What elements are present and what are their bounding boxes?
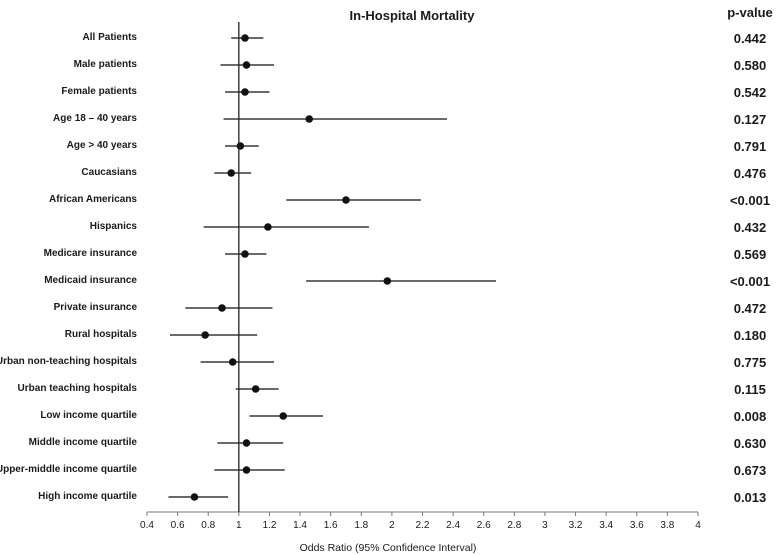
odds-ratio-point [218,304,226,312]
x-tick-label: 1.2 [262,520,276,531]
forest-row: Hispanics 0.432 [90,220,767,235]
row-label: Middle income quartile [29,437,138,448]
x-tick-label: 2 [389,520,395,531]
row-label: Low income quartile [40,410,137,421]
row-label: Hispanics [90,221,138,232]
odds-ratio-point [251,385,260,393]
x-tick-label: 1.8 [354,520,368,531]
odds-ratio-point [279,412,288,420]
row-label: African Americans [49,194,137,205]
p-value: 0.013 [734,490,767,505]
p-value: 0.476 [734,166,767,181]
x-tick-label: 1 [236,520,242,531]
p-value: 0.569 [734,247,767,262]
x-tick-label: 2.8 [507,520,521,531]
row-label: Upper-middle income quartile [0,464,137,475]
x-ticks: 0.4 0.6 0.8 1 1.2 1.4 1.6 1.8 2 2.2 2.4 2.6 2.8 3 3.2 3… [140,512,701,531]
p-value: 0.673 [734,463,767,478]
p-value: 0.791 [734,139,767,154]
rows-layer: All Patients 0.442 Male patients 0.580 Femal… [0,31,770,505]
odds-ratio-point [264,223,272,231]
p-value: 0.127 [734,112,767,127]
odds-ratio-point [242,439,251,447]
x-tick-label: 0.6 [171,520,185,531]
forest-row: High income quartile 0.013 [38,490,766,505]
odds-ratio-point [201,331,209,339]
row-label: Private insurance [54,302,138,313]
forest-row: Middle income quartile 0.630 [29,436,767,451]
row-label: All Patients [83,32,138,43]
forest-row: Urban teaching hospitals 0.115 [18,382,766,397]
row-label: Rural hospitals [65,329,138,340]
row-label: Urban teaching hospitals [18,383,138,394]
odds-ratio-point [383,277,392,285]
forest-row: Low income quartile 0.008 [40,409,766,424]
odds-ratio-point [236,142,245,150]
odds-ratio-point [242,466,251,474]
odds-ratio-point [190,493,199,501]
x-tick-label: 2.6 [477,520,491,531]
odds-ratio-point [228,358,237,366]
odds-ratio-point [305,115,314,123]
p-value: 0.580 [734,58,767,73]
odds-ratio-point [241,88,249,96]
forest-row: Medicare insurance 0.569 [44,247,767,262]
p-value: 0.542 [734,85,767,100]
p-value: <0.001 [730,193,770,208]
odds-ratio-point [241,250,249,258]
forest-row: Age 18 – 40 years 0.127 [53,112,766,127]
x-tick-label: 0.4 [140,520,154,531]
p-value: 0.115 [734,382,766,397]
odds-ratio-point [227,169,235,177]
row-label: Male patients [74,59,138,70]
row-label: High income quartile [38,491,137,502]
x-tick-label: 3.4 [599,520,613,531]
x-tick-label: 4 [695,520,701,531]
row-label: Age 18 – 40 years [53,113,137,124]
row-label: Urban non-teaching hospitals [0,356,137,367]
row-label: Female patients [61,86,137,97]
x-tick-label: 2.4 [446,520,460,531]
forest-row: Female patients 0.542 [61,85,766,100]
p-value: 0.472 [734,301,767,316]
x-axis-label: Odds Ratio (95% Confidence Interval) [300,542,477,554]
row-label: Age > 40 years [67,140,138,151]
p-value: 0.775 [734,355,767,370]
x-tick-label: 0.8 [201,520,215,531]
p-value: 0.180 [734,328,767,343]
x-tick-label: 3.8 [660,520,674,531]
odds-ratio-point [241,34,249,42]
forest-row: Upper-middle income quartile 0.673 [0,463,766,478]
forest-row: Age > 40 years 0.791 [67,139,767,154]
odds-ratio-point [342,196,350,204]
forest-row: Urban non-teaching hospitals 0.775 [0,355,766,370]
x-tick-label: 3.6 [630,520,644,531]
p-value: 0.442 [734,31,767,46]
p-value: <0.001 [730,274,770,289]
p-value: 0.432 [734,220,767,235]
p-value: 0.630 [734,436,767,451]
x-tick-label: 2.2 [416,520,430,531]
row-label: Caucasians [81,167,137,178]
forest-row: All Patients 0.442 [83,31,767,46]
chart-title: In-Hospital Mortality [350,8,476,23]
forest-row: Rural hospitals 0.180 [65,328,767,343]
forest-row: African Americans <0.001 [49,193,770,208]
row-label: Medicaid insurance [44,275,137,286]
row-label: Medicare insurance [44,248,138,259]
x-tick-label: 1.6 [324,520,338,531]
forest-row: Male patients 0.580 [74,58,767,73]
pvalue-header: p-value [727,5,773,20]
x-tick-label: 3.2 [569,520,583,531]
odds-ratio-point [242,61,251,69]
x-tick-label: 3 [542,520,548,531]
p-value: 0.008 [734,409,767,424]
forest-row: Private insurance 0.472 [54,301,767,316]
forest-row: Caucasians 0.476 [81,166,766,181]
x-tick-label: 1.4 [293,520,307,531]
forest-row: Medicaid insurance <0.001 [44,274,770,289]
